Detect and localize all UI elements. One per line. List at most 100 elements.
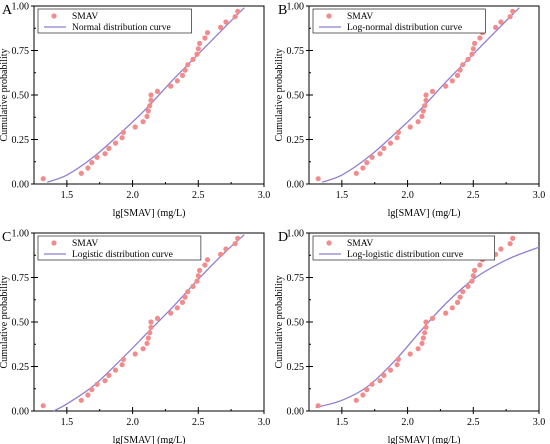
data-point [218, 251, 224, 257]
y-tick-label: 0.75 [12, 273, 30, 284]
data-point [195, 273, 201, 279]
data-point [423, 319, 429, 325]
panel-c: C 0.00 0.25 0.50 0.75 1.00 1.5 2.0 2.5 3.0 lg[SMAV… [0, 229, 270, 444]
data-point [460, 289, 466, 295]
data-point [174, 78, 180, 84]
y-tick-label: 0.25 [287, 362, 305, 373]
legend-marker-points [326, 240, 332, 246]
data-point [190, 283, 196, 289]
data-point [510, 8, 516, 14]
legend-box [312, 235, 495, 261]
data-point [395, 356, 401, 362]
data-point [197, 40, 203, 47]
legend-label-points: SMAV [347, 12, 373, 22]
legend-label-points: SMAV [347, 239, 373, 249]
x-tick-label: 2.0 [126, 417, 139, 428]
data-point [381, 145, 387, 151]
y-tick-label: 0.25 [12, 135, 30, 146]
panel-letter: D [278, 230, 288, 245]
y-tick-label: 0.75 [287, 273, 305, 284]
data-point [469, 278, 475, 284]
data-point [202, 35, 208, 41]
data-point [185, 289, 191, 295]
y-tick-label: 1.00 [287, 229, 305, 240]
data-point [360, 165, 366, 171]
data-point [465, 283, 471, 289]
data-point [89, 160, 95, 166]
data-point [148, 319, 154, 325]
x-axis-title: lg[SMAV] (mg/L) [113, 435, 186, 444]
data-point [423, 92, 429, 98]
data-point [443, 83, 449, 89]
panel-b: B 0.00 0.25 0.50 0.75 1.00 1.5 2.0 2.5 3.0 lg[SMAV… [274, 2, 545, 220]
data-point [223, 19, 229, 25]
data-point [194, 278, 200, 284]
data-point [119, 135, 125, 141]
data-point [132, 351, 138, 357]
data-point [419, 340, 425, 346]
data-point [498, 246, 504, 252]
data-point [94, 154, 100, 160]
x-tick-label: 3.0 [533, 190, 546, 201]
data-point [477, 262, 483, 268]
data-point [415, 119, 421, 125]
data-point [377, 151, 383, 157]
panel-letter: A [2, 3, 13, 18]
data-point [120, 129, 126, 135]
legend-marker-points [51, 240, 57, 246]
data-point [419, 113, 425, 119]
legend-box [37, 8, 192, 34]
x-tick-label: 2.5 [467, 417, 480, 428]
data-point [102, 378, 108, 384]
data-point [472, 40, 478, 47]
data-point [140, 119, 146, 125]
data-point [40, 176, 46, 182]
data-point [182, 67, 188, 73]
data-point [223, 246, 229, 252]
data-point [429, 88, 436, 94]
data-point [174, 305, 180, 311]
data-point [168, 310, 174, 316]
x-tick-label: 3.0 [258, 190, 271, 201]
x-axis-title: lg[SMAV] (mg/L) [388, 208, 461, 219]
data-point [144, 340, 150, 346]
data-point [102, 151, 108, 157]
data-point [420, 335, 426, 341]
data-point [232, 241, 238, 247]
data-point [394, 362, 400, 368]
data-point [454, 299, 461, 305]
x-tick-label: 2.0 [401, 190, 414, 201]
data-point [106, 145, 112, 151]
y-tick-label: 0.25 [287, 135, 305, 146]
data-point [119, 362, 125, 368]
data-point [148, 92, 154, 98]
y-tick-label: 0.50 [287, 91, 305, 102]
panel-d: D 0.00 0.25 0.50 0.75 1.00 1.5 2.0 2.5 3.0 lg[SMAV… [274, 229, 545, 444]
data-point [395, 129, 401, 135]
legend-label-points: SMAV [72, 12, 98, 22]
data-point [179, 299, 186, 305]
data-point [112, 367, 119, 373]
x-tick-label: 1.5 [61, 417, 74, 428]
data-point [145, 335, 151, 341]
data-point [457, 294, 463, 300]
data-point [168, 83, 174, 89]
data-point [232, 14, 238, 20]
panel-letter: B [278, 3, 287, 18]
data-point [182, 294, 188, 300]
data-point [423, 97, 429, 103]
data-point [470, 273, 476, 279]
y-tick-label: 1.00 [12, 2, 30, 13]
legend-label-points: SMAV [72, 239, 98, 249]
data-point [78, 397, 84, 403]
y-tick-label: 0.50 [12, 318, 30, 329]
panel-a: A 0.00 0.25 0.50 0.75 1.00 1.5 2.0 2.5 3.0 lg[SMAV… [0, 2, 270, 220]
data-point [507, 241, 513, 247]
data-point [353, 397, 359, 403]
data-point [510, 235, 516, 241]
data-point [415, 346, 421, 352]
data-point [147, 103, 153, 109]
